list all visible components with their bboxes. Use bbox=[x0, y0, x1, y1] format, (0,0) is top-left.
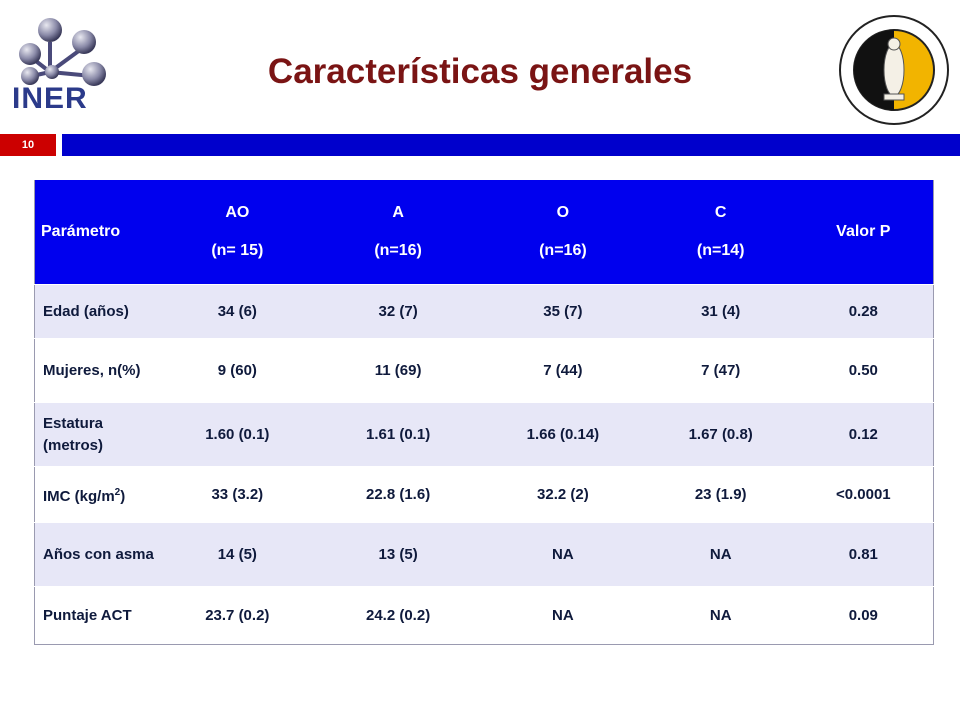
table-cell: 24.2 (0.2) bbox=[318, 586, 478, 645]
page-title: Características generales bbox=[267, 52, 693, 91]
table-row: Puntaje ACT 23.7 (0.2) 24.2 (0.2) NA NA … bbox=[34, 586, 934, 645]
table-cell: 0.28 bbox=[793, 284, 934, 339]
column-header-n: (n=14) bbox=[696, 242, 745, 259]
table-row: Estatura (metros) 1.60 (0.1) 1.61 (0.1) … bbox=[34, 402, 934, 467]
table-cell: 32 (7) bbox=[318, 284, 478, 339]
column-header-name: O bbox=[556, 204, 570, 221]
table-cell: 32.2 (2) bbox=[478, 466, 648, 523]
table-cell: NA bbox=[478, 586, 648, 645]
table-cell: NA bbox=[478, 522, 648, 587]
table-cell: 1.60 (0.1) bbox=[156, 402, 319, 467]
table-cell: NA bbox=[647, 586, 794, 645]
table-cell: 23.7 (0.2) bbox=[156, 586, 319, 645]
iner-logo-text: INER bbox=[12, 82, 88, 115]
row-label: Años con asma bbox=[34, 522, 157, 587]
table-cell: 1.67 (0.8) bbox=[647, 402, 794, 467]
table-cell: 1.66 (0.14) bbox=[478, 402, 648, 467]
table-cell: 0.50 bbox=[793, 338, 934, 403]
table-cell: 0.81 bbox=[793, 522, 934, 587]
table-cell: 23 (1.9) bbox=[647, 466, 794, 523]
column-header-n: (n=16) bbox=[374, 242, 422, 259]
table-cell: 9 (60) bbox=[156, 338, 319, 403]
row-label: Edad (años) bbox=[34, 284, 157, 339]
slide-number: 10 bbox=[0, 134, 56, 156]
academia-seal-logo bbox=[839, 15, 949, 125]
table-cell: 13 (5) bbox=[318, 522, 478, 587]
table-cell: 35 (7) bbox=[478, 284, 648, 339]
column-header-valor-p: Valor P bbox=[793, 180, 934, 285]
column-header-a: A (n=16) bbox=[318, 180, 478, 285]
iner-logo bbox=[19, 18, 106, 86]
table-cell: 0.09 bbox=[793, 586, 934, 645]
table-cell: 1.61 (0.1) bbox=[318, 402, 478, 467]
table-header-row: Parámetro AO (n= 15) A (n=16) O (n=16) C… bbox=[34, 180, 934, 285]
table-cell: 33 (3.2) bbox=[156, 466, 319, 523]
column-header-name: A bbox=[392, 204, 404, 221]
table-cell: 11 (69) bbox=[318, 338, 478, 403]
column-header-c: C (n=14) bbox=[647, 180, 794, 285]
table-cell: 7 (44) bbox=[478, 338, 648, 403]
row-label: IMC (kg/m2) bbox=[34, 466, 157, 523]
column-header-name: AO bbox=[225, 204, 250, 221]
table-cell: 34 (6) bbox=[156, 284, 319, 339]
table-cell: 31 (4) bbox=[647, 284, 794, 339]
column-header-n: (n=16) bbox=[539, 242, 587, 259]
row-label: Mujeres, n(%) bbox=[34, 338, 157, 403]
table-cell: 0.12 bbox=[793, 402, 934, 467]
column-header-name: C bbox=[714, 204, 727, 221]
row-label: Estatura (metros) bbox=[34, 402, 157, 467]
column-header-o: O (n=16) bbox=[478, 180, 648, 285]
table-cell: 7 (47) bbox=[647, 338, 794, 403]
column-header-parametro: Parámetro bbox=[34, 180, 157, 285]
table-row: IMC (kg/m2) 33 (3.2) 22.8 (1.6) 32.2 (2)… bbox=[34, 466, 934, 523]
table-cell: <0.0001 bbox=[793, 466, 934, 523]
table-row: Años con asma 14 (5) 13 (5) NA NA 0.81 bbox=[34, 522, 934, 587]
row-label: Puntaje ACT bbox=[34, 586, 157, 645]
header-bar bbox=[62, 134, 960, 156]
column-header-ao: AO (n= 15) bbox=[156, 180, 319, 285]
table-row: Mujeres, n(%) 9 (60) 11 (69) 7 (44) 7 (4… bbox=[34, 338, 934, 403]
table-row: Edad (años) 34 (6) 32 (7) 35 (7) 31 (4) … bbox=[34, 284, 934, 339]
table-cell: NA bbox=[647, 522, 794, 587]
characteristics-table: Parámetro AO (n= 15) A (n=16) O (n=16) C… bbox=[34, 180, 934, 645]
table-cell: 22.8 (1.6) bbox=[318, 466, 478, 523]
column-header-n: (n= 15) bbox=[211, 242, 264, 259]
table-cell: 14 (5) bbox=[156, 522, 319, 587]
